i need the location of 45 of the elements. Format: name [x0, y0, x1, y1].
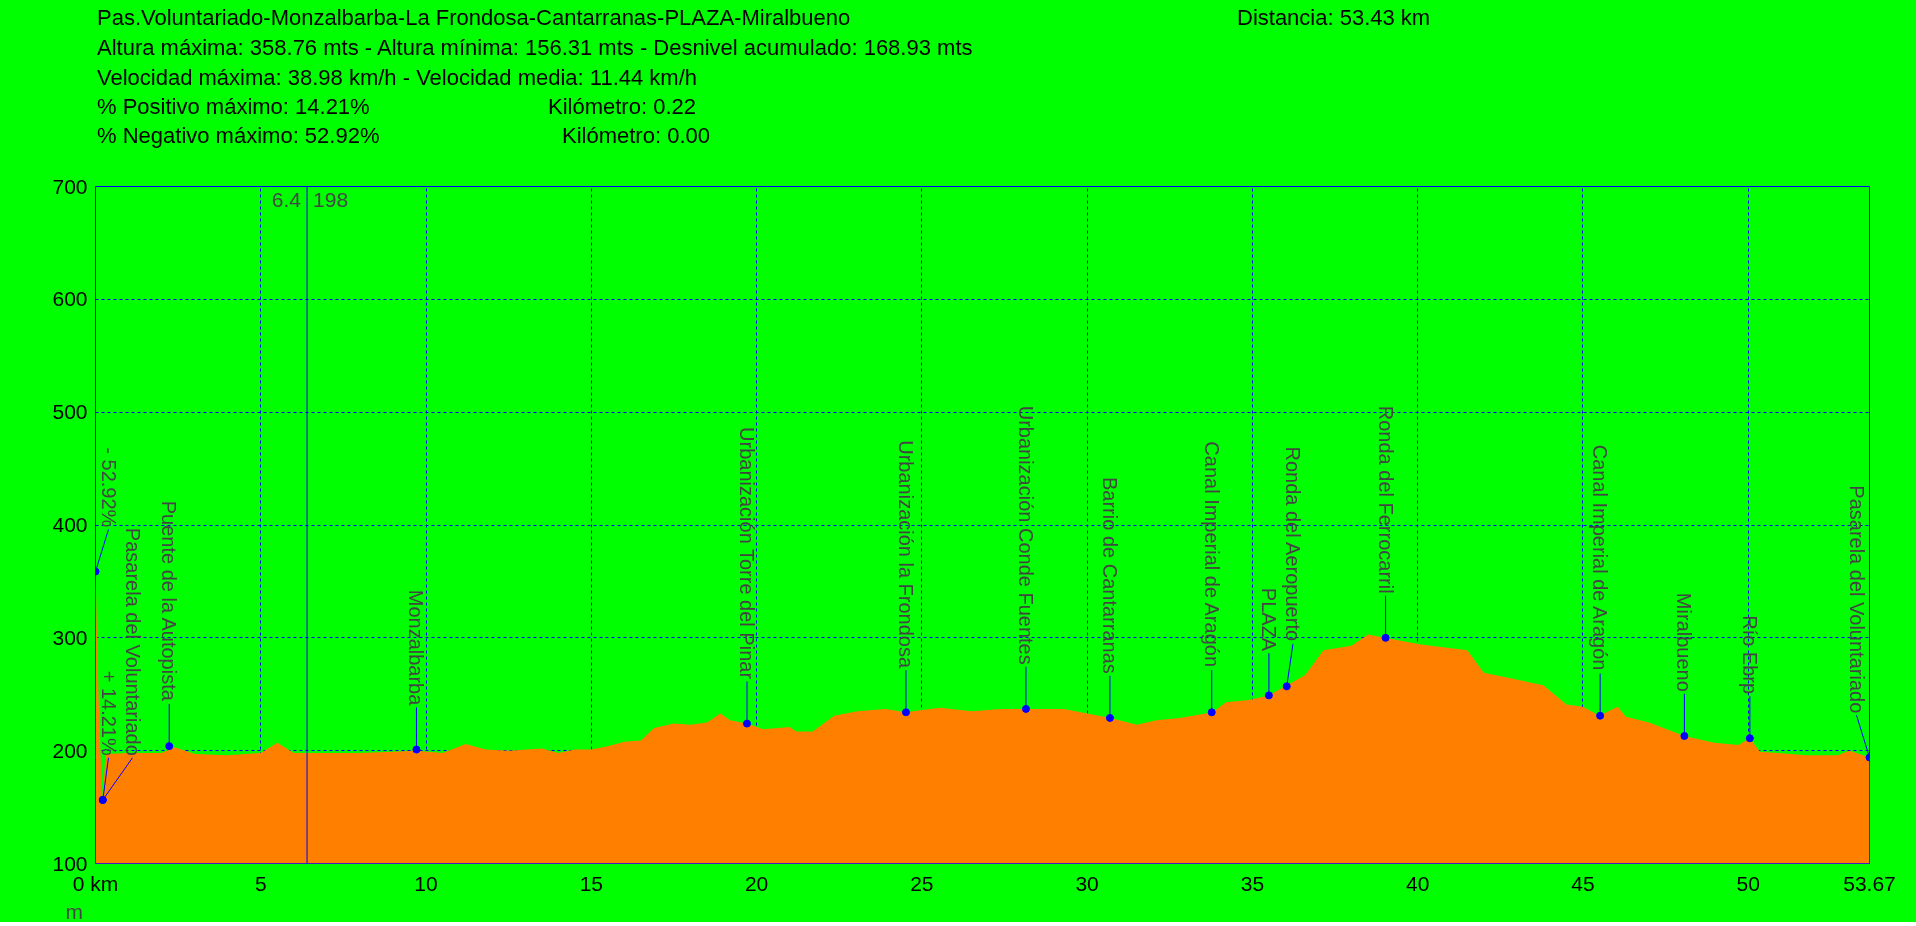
text: % Negativo máximo: 52.92% — [97, 122, 380, 150]
x-tick-label: 35 — [1240, 871, 1265, 895]
annotation: Urbanización Conde Fuentes — [1014, 405, 1037, 665]
annotation: Urbanización la Frondosa — [894, 440, 917, 669]
annotation: Canal Imperial de Aragón — [1200, 441, 1223, 668]
x-tick-label: 20 — [744, 871, 769, 895]
annotation: Ronda del Aeropuerto — [1281, 446, 1304, 642]
y-tick-label: 600 — [52, 287, 88, 311]
annotation: Barrio de Cantarranas — [1098, 476, 1121, 674]
annotation: Río Ebrp — [1738, 615, 1761, 695]
text: Kilómetro: 0.00 — [562, 122, 710, 150]
y-tick-label: 700 — [52, 174, 88, 198]
x-tick-label: 40 — [1405, 871, 1430, 895]
chart-title: Pas.Voluntariado-Monzalbarba-La Frondosa-Cantarranas-PLAZA-Miralbueno — [97, 4, 851, 32]
annotation: - 52.92% — [97, 447, 120, 528]
annotation: Urbanización Torre del Pinar — [735, 427, 758, 680]
x-tick-label: 30 — [1075, 871, 1099, 895]
y-axis-title: m — [65, 899, 83, 923]
annotation: Miralbueno — [1673, 592, 1696, 692]
y-tick-label: 500 — [52, 400, 88, 424]
annotation: 198 — [313, 187, 349, 211]
annotation: Monzalbarba — [405, 589, 428, 707]
x-tick-label: 15 — [579, 871, 603, 895]
annotation: PLAZA — [1257, 587, 1280, 652]
annotation: + 14.21% — [97, 670, 120, 756]
y-tick-label: 400 — [52, 513, 88, 536]
x-tick-label: 10 — [414, 871, 438, 895]
text: % Positivo máximo: 14.21% — [97, 93, 370, 121]
y-tick-label: 200 — [52, 738, 88, 762]
x-tick-label: 53.67 — [1843, 871, 1896, 895]
annotation: Canal Imperial de Aragón — [1589, 444, 1612, 671]
x-tick-label: 45 — [1571, 871, 1595, 895]
x-tick-label: 5 — [254, 871, 267, 895]
annotation: Pasarela del Voluntariado — [1845, 485, 1868, 714]
x-tick-label: 25 — [910, 871, 934, 895]
x-tick-label: 50 — [1736, 871, 1760, 895]
ref-line-label: 6.4 — [271, 187, 302, 211]
text: Kilómetro: 0.22 — [548, 93, 696, 121]
annotation: Puente de la Autopista — [158, 500, 181, 702]
y-tick-label: 300 — [52, 625, 88, 649]
text: Velocidad máxima: 38.98 km/h - Velocidad media: 11.44 km/h — [97, 64, 698, 92]
annotation: Pasarela del Voluntariado — [121, 527, 144, 756]
annotation: Ronda del Ferrocarril — [1374, 405, 1397, 594]
text: Altura máxima: 358.76 mts - Altura mínima: 156.31 mts - Desnivel acumulado: 168.93 mts — [97, 34, 973, 62]
text: Distancia: 53.43 km — [1237, 4, 1431, 32]
